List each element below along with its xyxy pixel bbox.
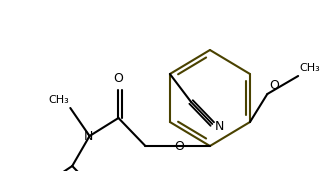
Text: N: N xyxy=(84,130,93,143)
Text: N: N xyxy=(215,120,224,133)
Text: CH₃: CH₃ xyxy=(299,63,320,73)
Text: O: O xyxy=(174,140,184,153)
Text: O: O xyxy=(269,79,279,92)
Text: CH₃: CH₃ xyxy=(49,95,69,105)
Text: O: O xyxy=(114,72,123,85)
